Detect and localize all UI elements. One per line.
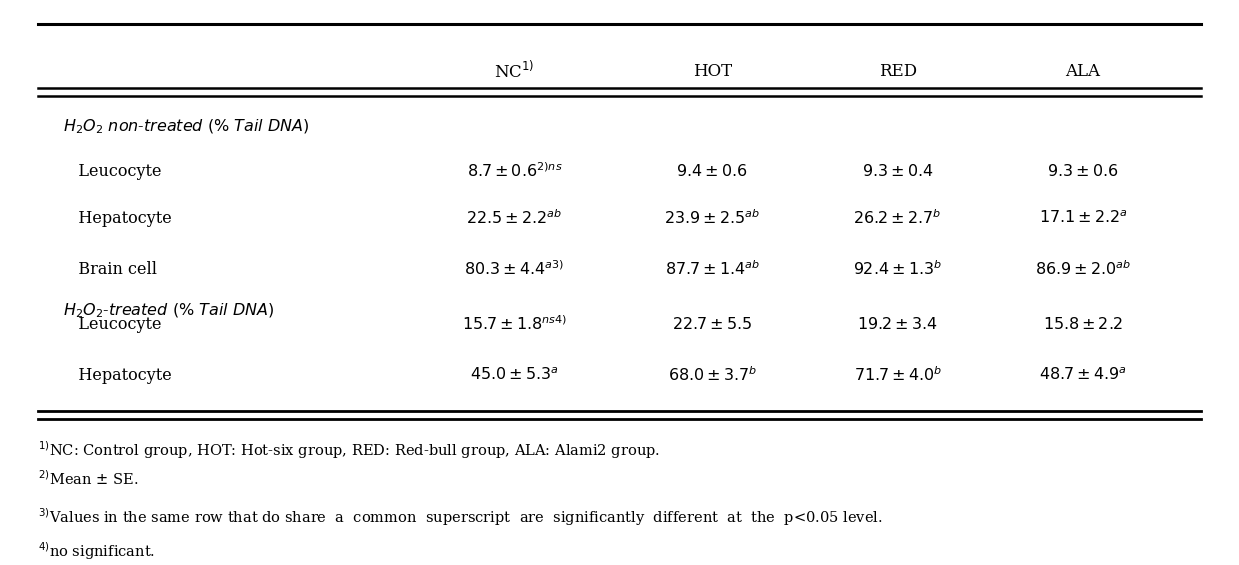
Text: Hepatocyte: Hepatocyte: [63, 367, 172, 384]
Text: $22.7 \pm 5.5$: $22.7 \pm 5.5$: [673, 316, 752, 333]
Text: $^{1)}$NC: Control group, HOT: Hot-six group, RED: Red-bull group, ALA: Alami2 g: $^{1)}$NC: Control group, HOT: Hot-six g…: [38, 440, 660, 462]
Text: $\mathit{H_2O_2}$ $\mathit{non}$-$\mathit{treated}$ $\mathit{(\%}$ $\mathit{Tail: $\mathit{H_2O_2}$ $\mathit{non}$-$\mathi…: [63, 118, 310, 136]
Text: $15.8 \pm 2.2$: $15.8 \pm 2.2$: [1043, 316, 1123, 333]
Text: $8.7 \pm 0.6^{2)ns}$: $8.7 \pm 0.6^{2)ns}$: [467, 162, 563, 181]
Text: $23.9 \pm 2.5^{ab}$: $23.9 \pm 2.5^{ab}$: [664, 210, 761, 228]
Text: HOT: HOT: [693, 63, 732, 80]
Text: $80.3 \pm 4.4^{a3)}$: $80.3 \pm 4.4^{a3)}$: [465, 260, 565, 279]
Text: $^{3)}$Values in the same row that do share  a  common  superscript  are  signif: $^{3)}$Values in the same row that do sh…: [38, 507, 883, 528]
Text: $9.3 \pm 0.4$: $9.3 \pm 0.4$: [862, 163, 933, 180]
Text: $9.4 \pm 0.6$: $9.4 \pm 0.6$: [676, 163, 748, 180]
Text: RED: RED: [878, 63, 917, 80]
Text: $^{2)}$Mean $\pm$ SE.: $^{2)}$Mean $\pm$ SE.: [38, 469, 139, 488]
Text: $26.2 \pm 2.7^{b}$: $26.2 \pm 2.7^{b}$: [854, 210, 942, 228]
Text: NC$^{1)}$: NC$^{1)}$: [494, 60, 534, 82]
Text: $87.7 \pm 1.4^{ab}$: $87.7 \pm 1.4^{ab}$: [664, 260, 760, 279]
Text: $19.2 \pm 3.4$: $19.2 \pm 3.4$: [857, 316, 938, 333]
Text: $68.0 \pm 3.7^{b}$: $68.0 \pm 3.7^{b}$: [668, 366, 757, 385]
Text: $48.7 \pm 4.9^{a}$: $48.7 \pm 4.9^{a}$: [1040, 367, 1127, 384]
Text: $15.7 \pm 1.8^{ns4)}$: $15.7 \pm 1.8^{ns4)}$: [462, 316, 567, 334]
Text: Leucocyte: Leucocyte: [63, 316, 162, 333]
Text: ALA: ALA: [1066, 63, 1100, 80]
Text: Leucocyte: Leucocyte: [63, 163, 162, 180]
Text: $45.0 \pm 5.3^{a}$: $45.0 \pm 5.3^{a}$: [470, 367, 559, 384]
Text: $86.9 \pm 2.0^{ab}$: $86.9 \pm 2.0^{ab}$: [1035, 260, 1131, 279]
Text: $22.5 \pm 2.2^{ab}$: $22.5 \pm 2.2^{ab}$: [466, 210, 563, 228]
Text: $9.3 \pm 0.6$: $9.3 \pm 0.6$: [1047, 163, 1119, 180]
Text: $17.1 \pm 2.2^{a}$: $17.1 \pm 2.2^{a}$: [1038, 211, 1127, 228]
Text: $\mathit{H_2O_2}$-$\mathit{treated}$ $\mathit{(\%}$ $\mathit{Tail}$ $\mathit{DNA: $\mathit{H_2O_2}$-$\mathit{treated}$ $\m…: [63, 302, 275, 320]
Text: $^{4)}$no significant.: $^{4)}$no significant.: [38, 540, 156, 562]
Text: Brain cell: Brain cell: [63, 260, 157, 277]
Text: $71.7 \pm 4.0^{b}$: $71.7 \pm 4.0^{b}$: [854, 366, 942, 385]
Text: Hepatocyte: Hepatocyte: [63, 211, 172, 228]
Text: $92.4 \pm 1.3^{b}$: $92.4 \pm 1.3^{b}$: [854, 260, 942, 279]
